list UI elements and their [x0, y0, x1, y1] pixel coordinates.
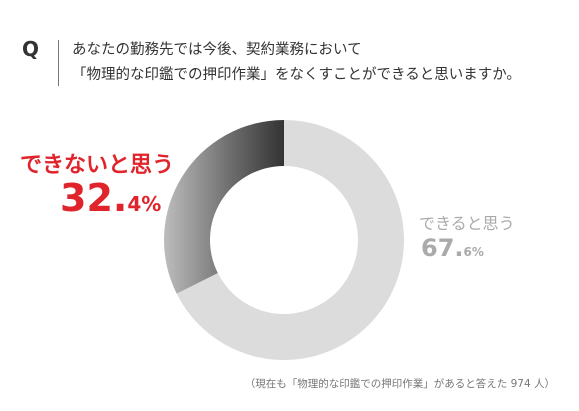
question-text: あなたの勤務先では今後、契約業務において 「物理的な印鑑での押印作業」をなくすこ…: [72, 38, 521, 88]
positive-label: できると思う: [419, 214, 515, 233]
question-marker: Q: [22, 37, 40, 61]
donut-slice-0: [163, 120, 284, 294]
question-divider: [58, 40, 59, 86]
negative-percent: 32.4%: [60, 176, 161, 220]
positive-percent-dec: 6%: [463, 245, 484, 259]
negative-label: できないと思う: [20, 153, 175, 178]
positive-percent-int: 67.: [421, 234, 464, 262]
footnote: （現在も「物理的な印鑑での押印作業」があると答えた 974 人）: [244, 378, 555, 390]
negative-percent-dec: 4%: [127, 192, 162, 216]
positive-percent: 67.6%: [421, 234, 484, 262]
question-line-2: 「物理的な印鑑での押印作業」をなくすことができると思いますか。: [72, 67, 521, 83]
negative-percent-int: 32.: [60, 176, 128, 220]
donut-slice-1: [176, 120, 404, 361]
question-line-1: あなたの勤務先では今後、契約業務において: [72, 42, 362, 58]
